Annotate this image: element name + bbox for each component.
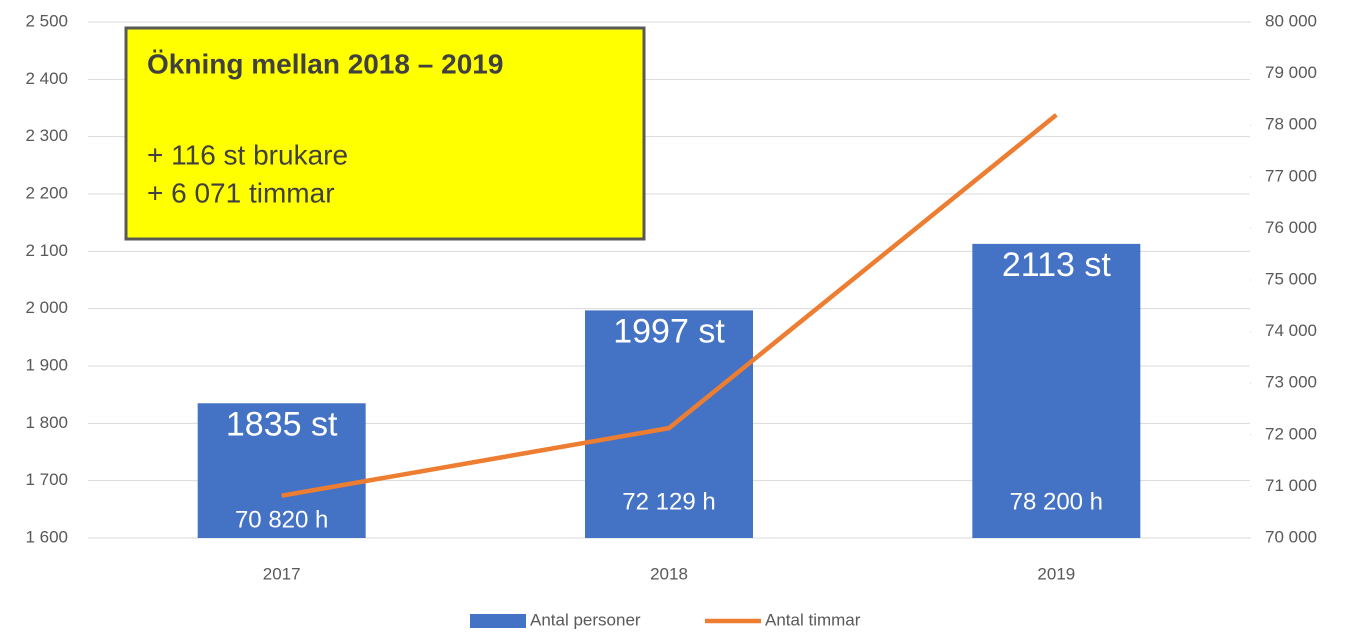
y2-tick-label: 73 000: [1265, 373, 1317, 392]
y-tick-label: 1 800: [25, 413, 68, 432]
annotation-line: + 116 st brukare: [147, 139, 348, 170]
bar: [972, 243, 1141, 538]
y2-tick-label: 77 000: [1265, 166, 1317, 185]
bar: [197, 403, 366, 538]
bar: [585, 310, 753, 538]
data-label: 72 129 h: [622, 488, 715, 515]
legend-label: Antal personer: [530, 610, 641, 629]
y-tick-label: 2 100: [25, 241, 68, 260]
line: [281, 113, 1058, 498]
data-label: 1997 st: [613, 312, 725, 350]
y2-tick-label: 80 000: [1265, 11, 1317, 30]
data-label: 78 200 h: [1010, 488, 1103, 515]
y-tick-label: 2 500: [25, 11, 68, 30]
annotation-title: Ökning mellan 2018 – 2019: [147, 48, 503, 79]
y2-tick-label: 75 000: [1265, 269, 1317, 288]
y2-tick-label: 76 000: [1265, 218, 1317, 237]
x-tick-label: 2018: [650, 564, 688, 583]
data-label: 70 820 h: [235, 506, 328, 533]
y-tick-label: 2 300: [25, 126, 68, 145]
y2-tick-label: 71 000: [1265, 476, 1317, 495]
y-tick-label: 1 900: [25, 355, 68, 374]
y-tick-label: 2 400: [25, 69, 68, 88]
y-tick-label: 2 200: [25, 183, 68, 202]
legend-label: Antal timmar: [765, 610, 861, 629]
y2-tick-label: 72 000: [1265, 424, 1317, 443]
x-tick-label: 2017: [263, 564, 301, 583]
annotation-line: + 6 071 timmar: [147, 177, 335, 208]
y2-tick-label: 79 000: [1265, 63, 1317, 82]
data-label: 1835 st: [226, 405, 338, 443]
y2-tick-label: 70 000: [1265, 527, 1317, 546]
y2-tick-label: 78 000: [1265, 115, 1317, 134]
y-tick-label: 1 600: [25, 527, 68, 546]
annotation-box: [124, 26, 646, 241]
legend-swatch: [470, 614, 526, 628]
y2-tick-label: 74 000: [1265, 321, 1317, 340]
data-label: 2113 st: [1002, 246, 1112, 284]
y-tick-label: 1 700: [25, 470, 68, 489]
x-tick-label: 2019: [1037, 564, 1075, 583]
y-tick-label: 2 000: [25, 298, 68, 317]
